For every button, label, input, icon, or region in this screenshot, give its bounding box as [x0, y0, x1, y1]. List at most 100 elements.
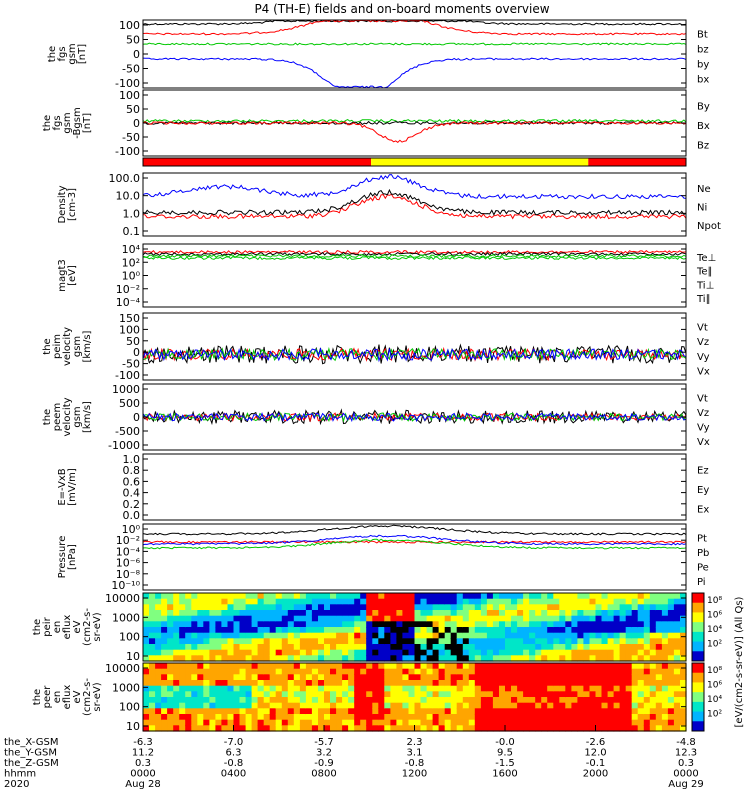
- spectrogram-cell: [601, 593, 609, 600]
- spectrogram-cell: [197, 725, 204, 732]
- spectrogram-cell: [667, 674, 675, 681]
- spectrogram-cell: [511, 593, 518, 600]
- spectrogram-cell: [625, 702, 633, 709]
- spectrogram-cell: [553, 627, 560, 634]
- spectrogram-cell: [589, 638, 597, 645]
- spectrogram-cell: [215, 621, 222, 628]
- spectrogram-cell: [287, 593, 295, 600]
- y-axis-label: gsm: [72, 406, 83, 427]
- spectrogram-cell: [547, 680, 554, 687]
- x-tick-label: 9.5: [497, 748, 513, 759]
- spectrogram-cell: [517, 627, 524, 634]
- spectrogram-cell: [450, 649, 458, 656]
- spectrogram-cell: [275, 674, 283, 681]
- spectrogram-cell: [613, 627, 621, 634]
- spectrogram-cell: [444, 655, 452, 662]
- spectrogram-cell: [468, 632, 476, 639]
- spectrogram-cell: [661, 702, 669, 709]
- spectrogram-cell: [529, 644, 536, 651]
- spectrogram-cell: [673, 649, 681, 656]
- spectrogram-cell: [637, 697, 645, 704]
- spectrogram-cell: [179, 615, 186, 622]
- spectrogram-cell: [432, 691, 440, 698]
- spectrogram-cell: [354, 680, 361, 687]
- spectrogram-cell: [583, 644, 590, 651]
- spectrogram-cell: [438, 621, 446, 628]
- flag-segment: [371, 158, 589, 166]
- spectrogram-cell: [583, 638, 590, 645]
- spectrogram-cell: [209, 697, 216, 704]
- spectrogram-cell: [330, 604, 337, 611]
- spectrogram-cell: [173, 598, 180, 605]
- spectrogram-cell: [408, 708, 416, 715]
- x-tick-label: -0.9: [314, 758, 334, 769]
- spectrogram-cell: [330, 680, 337, 687]
- spectrogram-cell: [239, 663, 247, 670]
- spectrogram-cell: [673, 668, 681, 675]
- spectrogram-cell: [330, 697, 337, 704]
- spectrogram-cell: [390, 680, 397, 687]
- spectrogram-cell: [655, 604, 663, 611]
- spectrogram-cell: [299, 593, 307, 600]
- spectrogram-cell: [233, 674, 241, 681]
- spectrogram-cell: [215, 697, 222, 704]
- spectrogram-cell: [450, 708, 458, 715]
- spectrogram-cell: [673, 627, 681, 634]
- spectrogram-cell: [215, 644, 222, 651]
- spectrogram-cell: [643, 604, 651, 611]
- spectrogram-cell: [517, 638, 524, 645]
- spectrogram-cell: [384, 649, 391, 656]
- spectrogram-cell: [191, 598, 198, 605]
- y-axis-label: en: [52, 621, 63, 634]
- spectrogram-cell: [330, 644, 337, 651]
- spectrogram-cell: [535, 714, 542, 721]
- spectrogram-cell: [311, 649, 319, 656]
- spectrogram-cell: [468, 685, 476, 692]
- spectrogram-cell: [450, 627, 458, 634]
- spectrogram-cell: [547, 702, 554, 709]
- spectrogram-cell: [354, 621, 361, 628]
- spectrogram-cell: [667, 697, 675, 704]
- spectrogram-cell: [456, 663, 464, 670]
- spectrogram-cell: [480, 680, 488, 687]
- spectrogram-cell: [480, 593, 488, 600]
- spectrogram-cell: [203, 638, 210, 645]
- spectrogram-cell: [625, 725, 633, 732]
- y-tick-label: 10⁰: [122, 523, 141, 536]
- spectrogram-cell: [408, 644, 416, 651]
- spectrogram-cell: [607, 649, 615, 656]
- spectrogram-cell: [673, 593, 681, 600]
- spectrogram-cell: [486, 655, 494, 662]
- spectrogram-cell: [263, 598, 271, 605]
- spectrogram-cell: [167, 632, 174, 639]
- spectrogram-cell: [607, 615, 615, 622]
- spectrogram-cell: [269, 685, 277, 692]
- spectrogram-cell: [438, 708, 446, 715]
- spectrogram-cell: [541, 627, 548, 634]
- spectrogram-cell: [251, 649, 259, 656]
- spectrogram-cell: [492, 697, 500, 704]
- spectrogram-cell: [203, 714, 210, 721]
- spectrogram-cell: [643, 627, 651, 634]
- spectrogram-cell: [559, 697, 566, 704]
- spectrogram-cell: [215, 627, 222, 634]
- y-tick-label: 0.8: [123, 464, 141, 477]
- spectrogram-cell: [318, 697, 325, 704]
- spectrogram-cell: [499, 697, 506, 704]
- spectrogram-cell: [643, 697, 651, 704]
- y-tick-label: 1000: [112, 681, 140, 694]
- spectrogram-cell: [396, 644, 403, 651]
- spectrogram-cell: [396, 638, 403, 645]
- spectrogram-cell: [474, 691, 482, 698]
- panel-frame: [142, 592, 687, 662]
- spectrogram-cell: [330, 691, 337, 698]
- spectrogram-cell: [462, 638, 470, 645]
- spectrogram-cell: [517, 598, 524, 605]
- spectrogram-cell: [330, 668, 337, 675]
- spectrogram-cell: [311, 725, 319, 732]
- spectrogram-cell: [613, 632, 621, 639]
- spectrogram-cell: [330, 638, 337, 645]
- spectrogram-cell: [239, 680, 247, 687]
- spectrogram-cell: [167, 680, 174, 687]
- spectrogram-cell: [619, 714, 627, 721]
